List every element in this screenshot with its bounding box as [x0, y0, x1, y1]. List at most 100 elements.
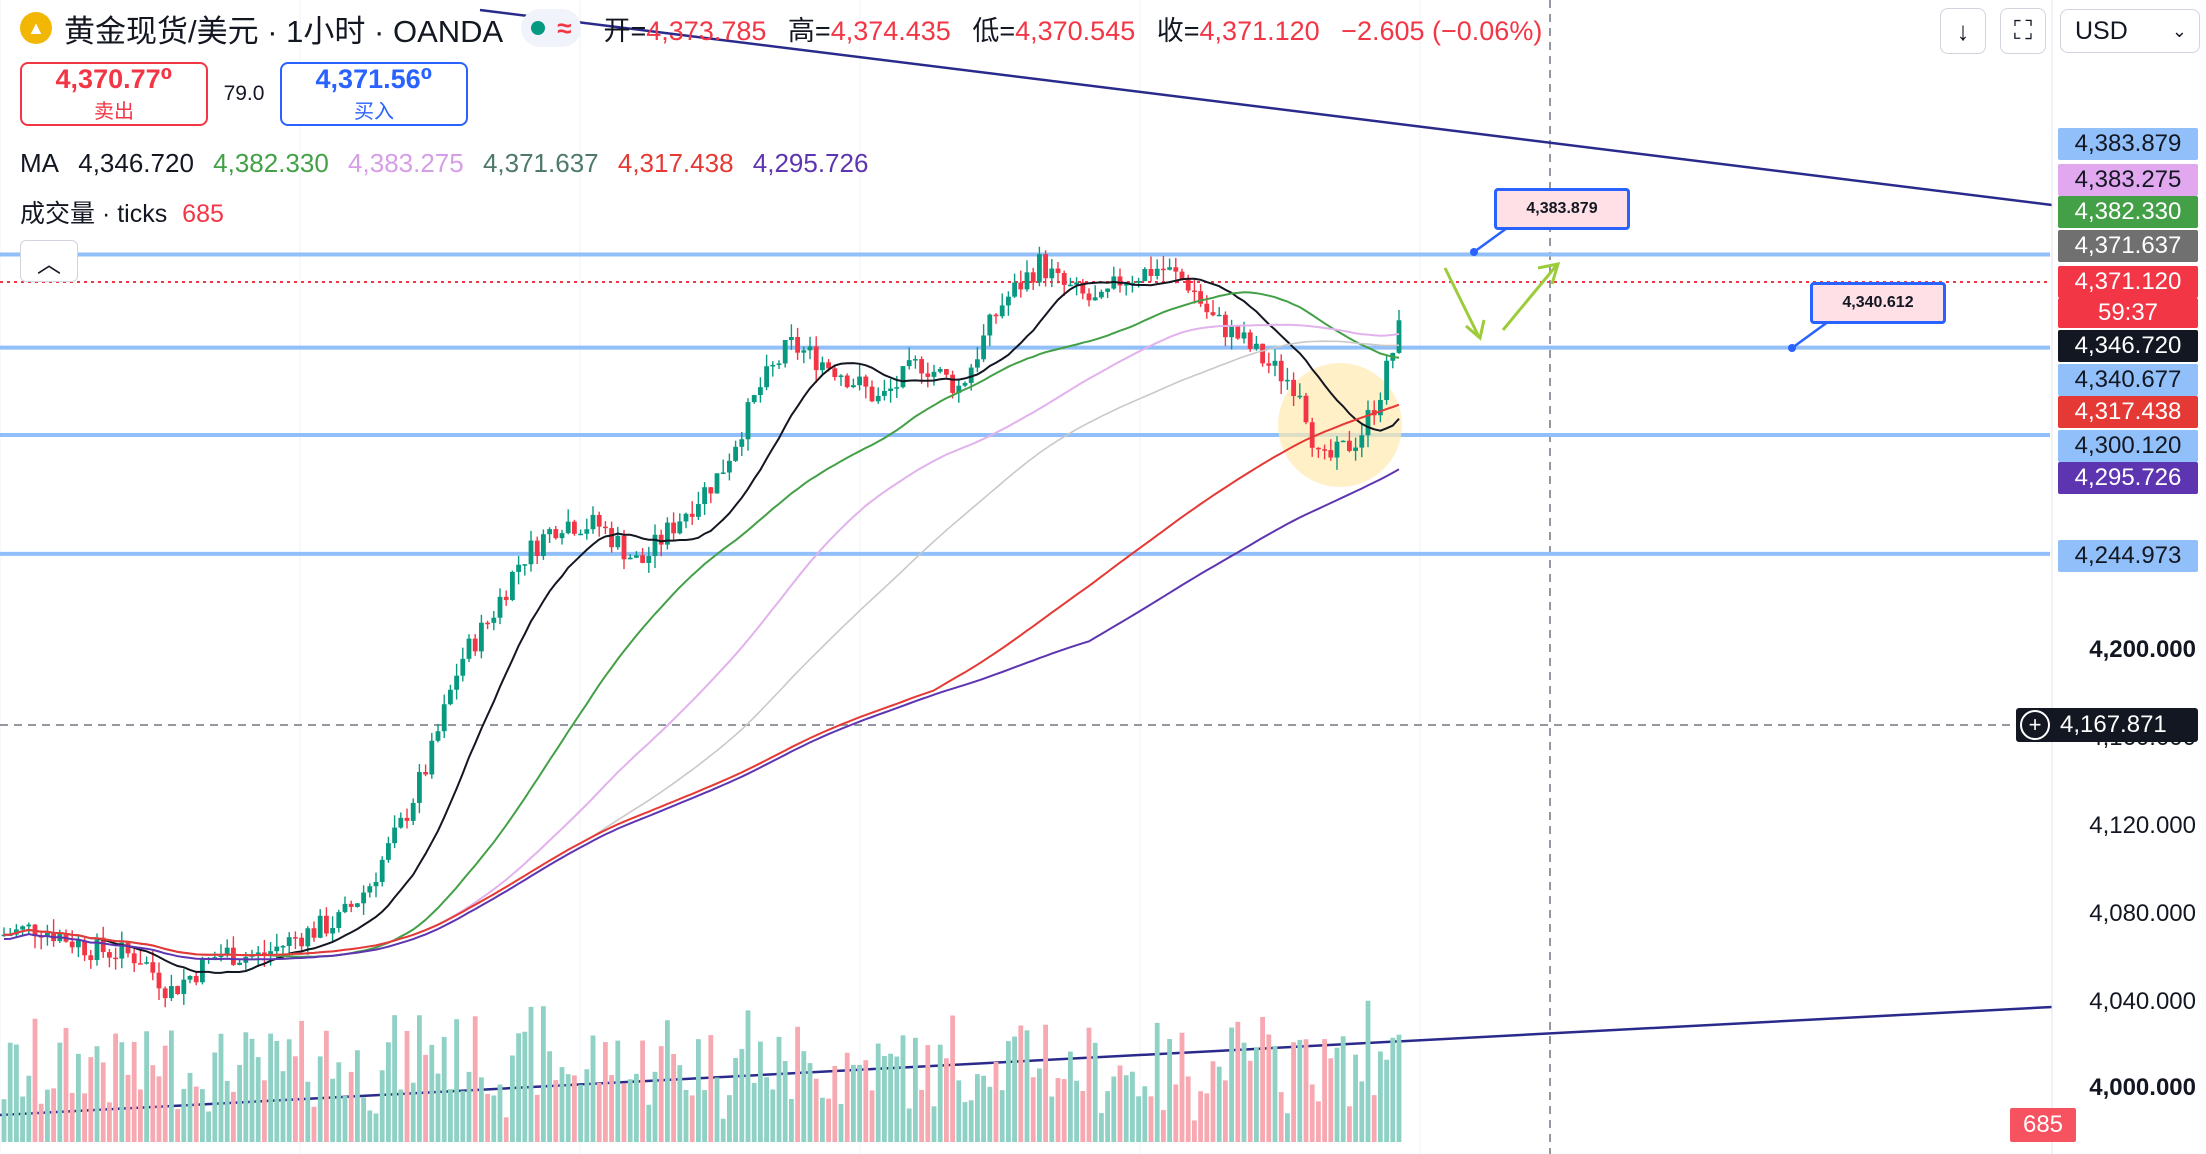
symbol-title[interactable]: 黄金现货/美元 · 1小时 · OANDA [64, 13, 504, 49]
market-status-pill[interactable]: ≈ [521, 9, 582, 47]
candle-body [993, 314, 999, 317]
collapse-legend-button[interactable]: ︿ [20, 240, 78, 282]
volume-bar [541, 1006, 546, 1142]
ma-legend[interactable]: MA 4,346.720 4,382.330 4,383.275 4,371.6… [20, 148, 880, 179]
candle-body [348, 903, 354, 907]
down-arrow-shaft [1443, 267, 1480, 336]
candle-body [683, 513, 689, 522]
volume-bar [584, 1069, 590, 1142]
volume-bar [448, 1089, 453, 1142]
candle-body [565, 521, 571, 534]
volume-bar [925, 1045, 931, 1142]
candle-body [1198, 291, 1203, 304]
candle-body [324, 915, 329, 934]
sell-button[interactable]: 4,370.77⁰ 卖出 [20, 62, 208, 126]
spread-value: 79.0 [223, 82, 265, 105]
volume-bar [615, 1040, 621, 1142]
volume-bar [187, 1072, 193, 1142]
price-axis-tick: 4,080.000 [2089, 900, 2196, 927]
volume-bar [826, 1098, 831, 1142]
volume-bar [547, 1051, 552, 1142]
candle-body [1049, 268, 1055, 279]
volume-bar [900, 1035, 906, 1142]
volume-bar [410, 1082, 416, 1142]
candle-body [1235, 326, 1241, 339]
volume-bar [1316, 1101, 1321, 1142]
volume-bar [1390, 1037, 1396, 1142]
candle-body [1266, 363, 1272, 366]
volume-bar [435, 1073, 441, 1142]
candle-body [1068, 284, 1073, 287]
candle-body [634, 555, 639, 558]
fullscreen-icon[interactable]: ⛶ [2000, 8, 2046, 54]
candle-body [373, 881, 379, 887]
volume-bar [528, 1006, 534, 1142]
candle-body [1099, 291, 1104, 298]
volume-bar [454, 1019, 459, 1142]
candle-body [559, 533, 565, 539]
candle-body [727, 460, 732, 473]
candle-body [237, 962, 242, 965]
candle-body [466, 638, 472, 659]
candle-body [900, 366, 906, 388]
buy-button[interactable]: 4,371.56⁰ 买入 [280, 62, 468, 126]
volume-bar [634, 1073, 639, 1142]
candle-body [590, 514, 596, 530]
high-value: 4,374.435 [830, 15, 951, 46]
candle-body [113, 957, 118, 960]
download-arrow-icon[interactable]: ↓ [1940, 8, 1986, 54]
volume-bar [361, 1097, 366, 1142]
volume-bar [1111, 1076, 1117, 1142]
volume-bar [745, 1010, 751, 1142]
open-key: 开= [603, 15, 647, 46]
down-arrow-head [1465, 319, 1486, 341]
candle-body [1012, 282, 1017, 297]
candle-body [1173, 267, 1179, 272]
low-value: 4,370.545 [1015, 15, 1136, 46]
volume-bar [1018, 1025, 1024, 1142]
volume-bar [1117, 1065, 1123, 1142]
volume-bar [578, 1084, 583, 1142]
candle-body [88, 955, 94, 961]
candle-body [584, 529, 590, 534]
volume-bar [20, 1096, 25, 1142]
volume-bar [472, 1016, 478, 1142]
candle-body [844, 375, 850, 388]
candle-body [689, 513, 695, 517]
volume-bar [1074, 1080, 1079, 1142]
volume-bar [1340, 1036, 1346, 1142]
candle-body [448, 689, 453, 705]
candle-body [1043, 254, 1048, 279]
volume-bar [758, 1041, 763, 1142]
volume-bar [69, 1092, 75, 1142]
volume-bar [1229, 1027, 1234, 1142]
candle-body [1185, 279, 1191, 291]
candle-body [931, 371, 937, 377]
candle-body [404, 817, 410, 821]
candle-body [355, 903, 360, 907]
plus-circle-icon[interactable]: + [2020, 710, 2050, 740]
candle-body [851, 385, 856, 388]
candle-body [913, 359, 918, 361]
volume-legend[interactable]: 成交量 · ticks 685 [20, 194, 224, 230]
callout-lower[interactable]: 4,340.612 [1810, 282, 1946, 324]
callout-upper[interactable]: 4,383.879 [1494, 188, 1630, 230]
volume-bar [293, 1056, 298, 1142]
volume-bar [441, 1036, 447, 1142]
price-tag: 4,382.330 [2058, 196, 2198, 228]
volume-bar [999, 1090, 1005, 1142]
candle-body [578, 533, 583, 536]
crosshair-price-tag: + 4,167.871 [2016, 708, 2198, 742]
candle-body [1210, 312, 1216, 316]
volume-bar [1247, 1060, 1253, 1142]
price-tag: 4,300.120 [2058, 430, 2198, 462]
candle-body [1291, 379, 1296, 397]
currency-select[interactable]: USD ⌄ [2060, 9, 2200, 53]
price-tag: 4,371.120 [2058, 266, 2198, 298]
candle-body [94, 937, 100, 961]
market-open-dot-icon [531, 21, 546, 35]
candle-body [181, 979, 187, 994]
sell-label: 卖出 [94, 101, 134, 123]
close-key: 收= [1156, 15, 1200, 46]
